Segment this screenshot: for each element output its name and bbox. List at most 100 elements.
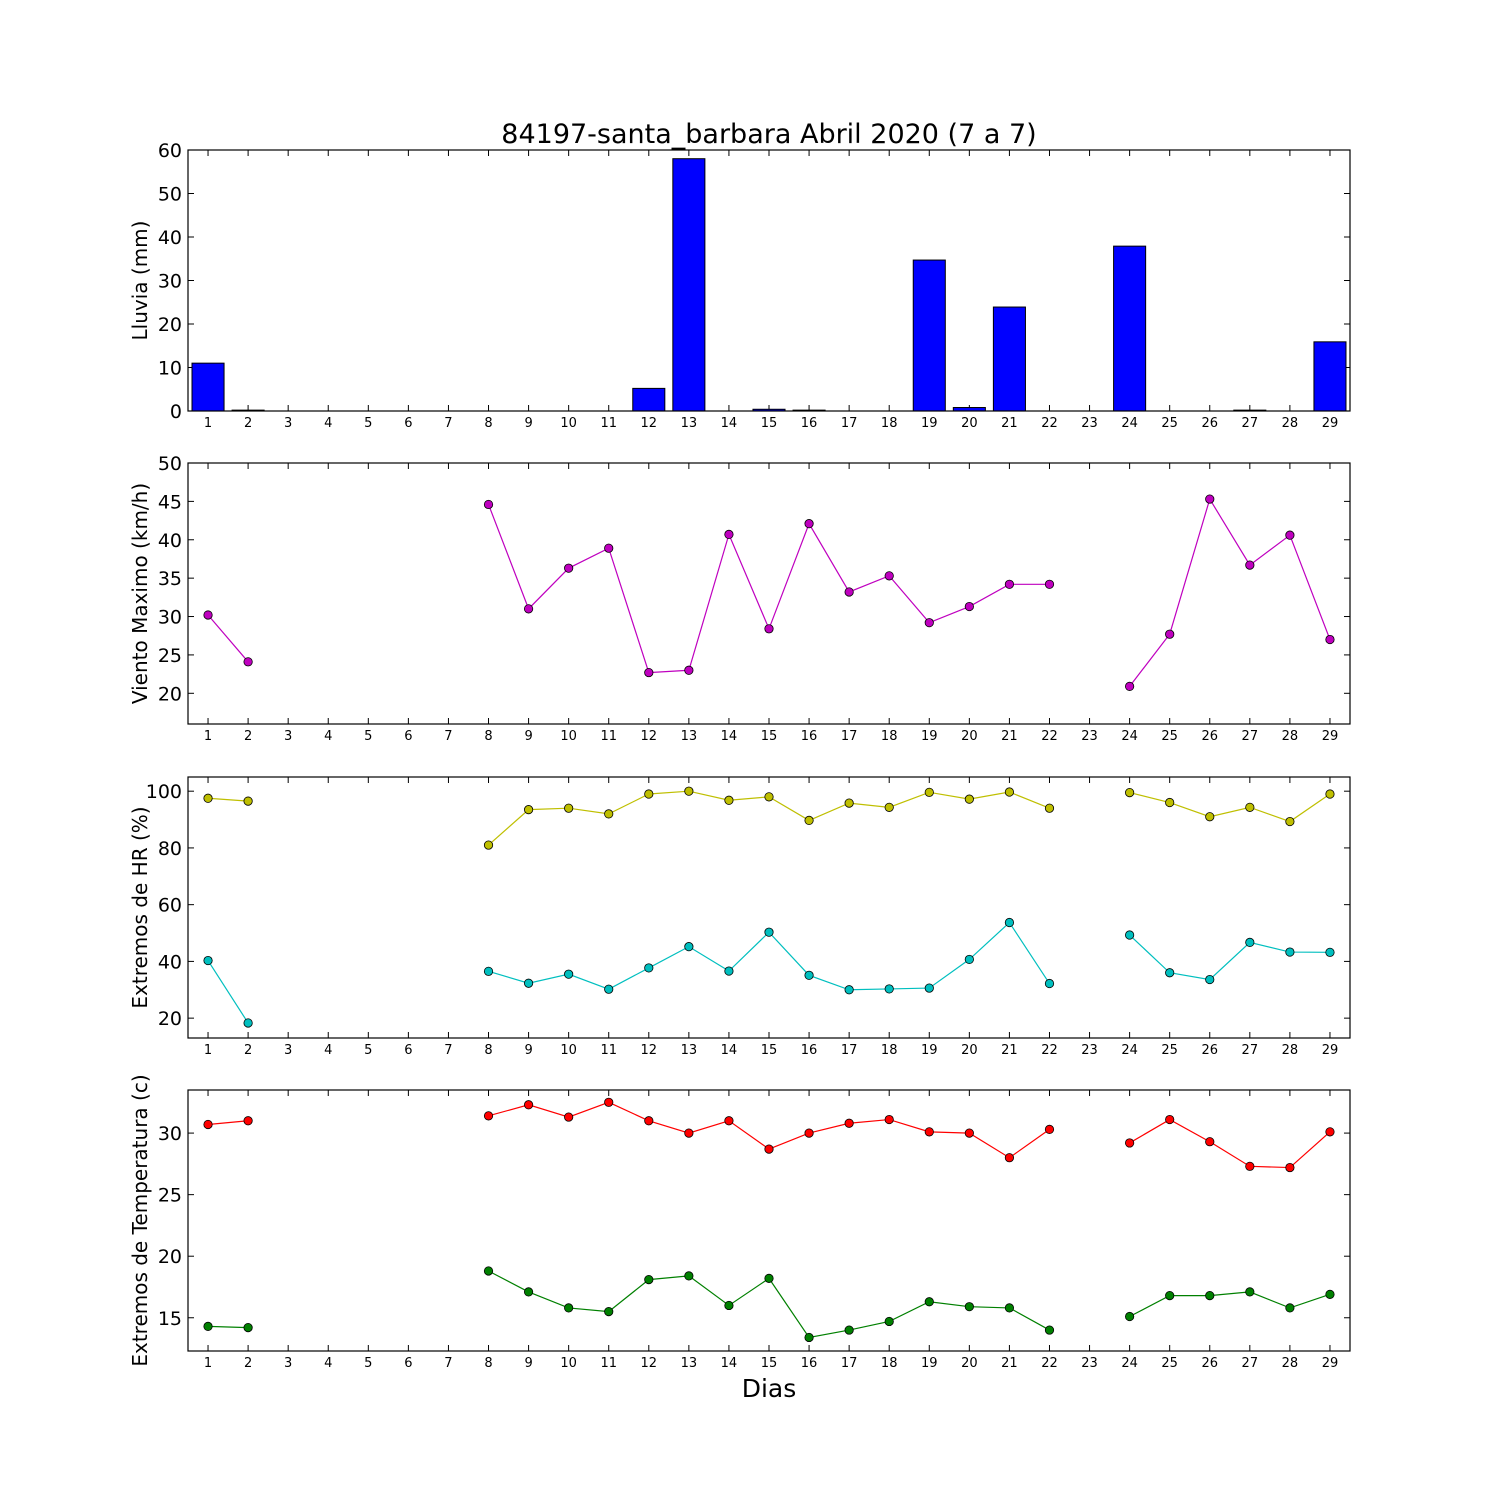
- series-2-line: [207, 960, 249, 1024]
- x-tick-label: 7: [444, 416, 452, 431]
- series-1-point: [1245, 1161, 1255, 1171]
- y-tick-label: 45: [158, 491, 182, 513]
- x-tick-label: 11: [600, 1043, 617, 1058]
- x-tick-label: 4: [324, 729, 332, 744]
- x-tick-label: 21: [1001, 1043, 1018, 1058]
- x-tick-label: 12: [641, 1356, 658, 1371]
- series-1-point: [804, 1128, 814, 1138]
- x-tick-label: 1: [204, 1043, 212, 1058]
- series-2-point: [483, 1266, 494, 1276]
- series-1-point: [724, 529, 734, 539]
- series-2-point: [684, 1271, 694, 1281]
- series-1-point: [1285, 816, 1295, 827]
- plot-frame: [187, 149, 1351, 412]
- x-tick-label: 20: [961, 1043, 978, 1058]
- series-1-point: [884, 802, 894, 812]
- y-tick-label: 20: [158, 683, 182, 705]
- x-tick-label: 15: [761, 416, 778, 431]
- x-tick-label: 12: [641, 1043, 658, 1058]
- series-2-point: [1044, 978, 1055, 989]
- plot-frame: [187, 1089, 1351, 1352]
- series-2-point: [644, 963, 654, 973]
- x-tick-label: 23: [1081, 1356, 1098, 1371]
- rain-bar: [992, 306, 1026, 412]
- x-tick-label: 27: [1242, 729, 1259, 744]
- x-tick-label: 4: [324, 416, 332, 431]
- x-tick-label: 20: [961, 416, 978, 431]
- x-tick-label: 28: [1282, 1356, 1299, 1371]
- x-tick-label: 2: [244, 1356, 252, 1371]
- x-tick-label: 18: [881, 1356, 898, 1371]
- series-1-point: [564, 563, 574, 573]
- x-tick-label: 8: [484, 1356, 492, 1371]
- x-tick-label: 8: [484, 1043, 492, 1058]
- series-1-point: [764, 624, 774, 634]
- series-2-line: [1129, 934, 1330, 981]
- x-tick-label: 6: [404, 1356, 412, 1371]
- x-tick-label: 25: [1161, 729, 1178, 744]
- y-axis-label: Extremos de HR (%): [128, 806, 152, 1008]
- series-2-point: [564, 969, 574, 979]
- series-1-point: [764, 1144, 774, 1154]
- x-tick-label: 12: [641, 416, 658, 431]
- x-tick-label: 6: [404, 1043, 412, 1058]
- x-tick-label: 19: [921, 416, 938, 431]
- x-tick-label: 24: [1121, 729, 1138, 744]
- x-tick-label: 14: [721, 416, 738, 431]
- x-tick-label: 15: [761, 729, 778, 744]
- series-2-point: [804, 1332, 814, 1343]
- series-1-point: [1245, 802, 1255, 812]
- series-1-point: [203, 793, 213, 803]
- x-tick-label: 3: [284, 1043, 292, 1058]
- y-tick-label: 30: [158, 607, 182, 629]
- series-1-point: [924, 618, 934, 628]
- y-tick-label: 35: [158, 568, 182, 590]
- x-tick-label: 20: [961, 1356, 978, 1371]
- chart-title: 84197-santa_barbara Abril 2020 (7 a 7): [501, 119, 1036, 150]
- series-1-point: [203, 610, 213, 620]
- x-axis-label: Dias: [742, 1374, 797, 1403]
- x-tick-label: 24: [1121, 416, 1138, 431]
- series-1-point: [1004, 787, 1015, 797]
- series-2-point: [243, 1018, 253, 1028]
- series-2-point: [1205, 974, 1215, 985]
- x-tick-label: 16: [801, 416, 818, 431]
- x-tick-label: 25: [1161, 1043, 1178, 1058]
- series-1-point: [483, 1111, 494, 1121]
- series-1-point: [1245, 560, 1255, 570]
- series-2-point: [483, 966, 494, 976]
- series-1-point: [764, 792, 774, 802]
- series-1-point: [1285, 530, 1295, 540]
- x-tick-label: 25: [1161, 1356, 1178, 1371]
- y-tick-label: 15: [158, 1308, 182, 1330]
- series-1-point: [1004, 1153, 1015, 1163]
- x-tick-label: 14: [721, 1356, 738, 1371]
- x-tick-label: 27: [1242, 1043, 1259, 1058]
- x-tick-label: 8: [484, 416, 492, 431]
- x-tick-label: 21: [1001, 1356, 1018, 1371]
- series-2-point: [523, 978, 534, 988]
- series-1-point: [243, 1116, 253, 1126]
- series-1-line: [207, 797, 249, 802]
- series-1-point: [964, 794, 974, 804]
- series-2-point: [1325, 947, 1335, 957]
- x-tick-label: 15: [761, 1043, 778, 1058]
- series-1-point: [243, 796, 253, 806]
- x-tick-label: 3: [284, 1356, 292, 1371]
- series-1-point: [564, 803, 574, 813]
- y-tick-label: 60: [158, 895, 182, 917]
- x-tick-label: 16: [801, 1043, 818, 1058]
- series-1-point: [844, 587, 854, 597]
- y-tick-label: 20: [158, 314, 182, 336]
- x-tick-label: 18: [881, 1043, 898, 1058]
- x-tick-label: 3: [284, 416, 292, 431]
- x-tick-label: 7: [444, 1356, 452, 1371]
- series-1-point: [724, 795, 734, 805]
- series-1-point: [1125, 1138, 1135, 1148]
- y-tick-label: 30: [158, 1123, 182, 1145]
- y-tick-label: 20: [158, 1008, 182, 1030]
- series-2-point: [1004, 917, 1015, 928]
